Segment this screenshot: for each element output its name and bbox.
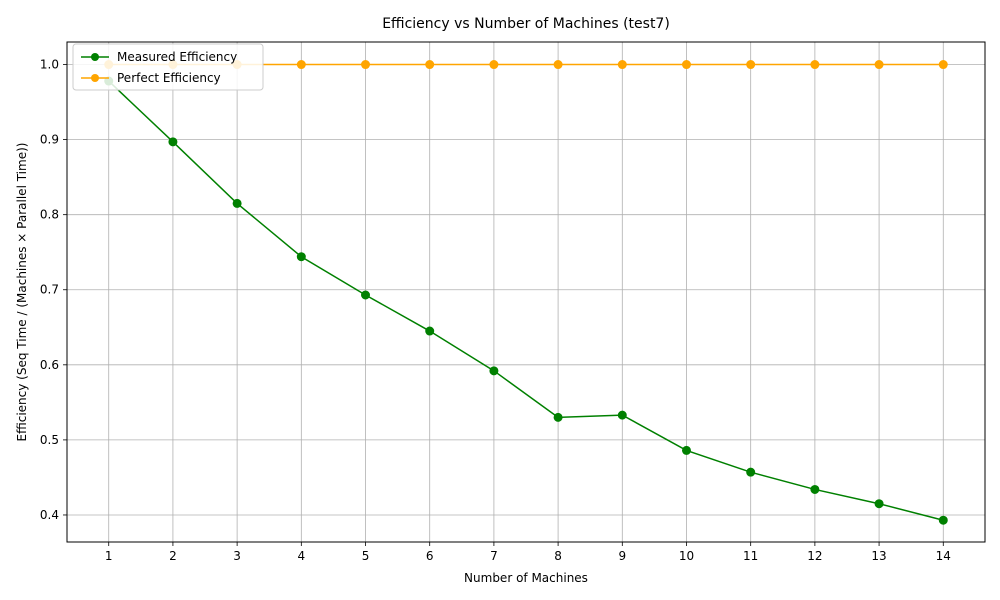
x-tick-label: 2 [169, 549, 177, 563]
series-line [108, 80, 944, 521]
legend-box [72, 43, 264, 91]
x-tick-label: 3 [233, 549, 241, 563]
y-tick-label: 0.4 [40, 508, 59, 522]
data-point [489, 60, 499, 70]
legend-swatch-marker [91, 53, 99, 61]
x-tick-label: 13 [871, 549, 886, 563]
x-axis-label: Number of Machines [464, 571, 588, 585]
data-point [681, 445, 691, 455]
data-point [296, 252, 306, 262]
x-tick-label: 7 [490, 549, 498, 563]
data-point [746, 60, 756, 70]
data-point [617, 60, 627, 70]
x-tick-label: 9 [618, 549, 626, 563]
x-tick-label: 11 [743, 549, 758, 563]
x-tick-label: 1 [105, 549, 113, 563]
data-point [938, 60, 948, 70]
legend: Measured Efficiency Perfect Efficiency [72, 43, 264, 91]
tick-layer: 1 2 3 4 5 6 7 8 9 10 11 12 13 140.40.50.60.70.80.91.0 [40, 58, 951, 563]
x-tick-label: 6 [426, 549, 434, 563]
y-tick-label: 0.5 [40, 433, 59, 447]
data-point [810, 484, 820, 494]
x-tick-label: 5 [362, 549, 370, 563]
data-point [553, 60, 563, 70]
legend-label: Measured Efficiency [117, 50, 237, 64]
data-point [361, 60, 371, 70]
data-point [874, 499, 884, 509]
y-tick-label: 0.8 [40, 208, 59, 222]
data-point [617, 410, 627, 420]
data-point [681, 60, 691, 70]
series-measured-efficiency [104, 76, 948, 525]
data-point [168, 137, 178, 147]
y-tick-label: 0.9 [40, 133, 59, 147]
chart-title: Efficiency vs Number of Machines (test7) [382, 16, 670, 32]
x-tick-label: 8 [554, 549, 562, 563]
legend-label: Perfect Efficiency [117, 71, 221, 85]
grid-layer [67, 42, 985, 542]
x-tick-label: 4 [297, 549, 305, 563]
data-point [553, 412, 563, 422]
legend-swatch-marker [91, 74, 99, 82]
data-point [361, 290, 371, 300]
y-axis-label: Efficiency (Seq Time / (Machines × Paral… [15, 143, 29, 442]
y-tick-label: 1.0 [40, 58, 59, 72]
data-point [296, 60, 306, 70]
data-point [810, 60, 820, 70]
x-tick-label: 10 [679, 549, 694, 563]
data-point [232, 198, 242, 208]
plot-frame [66, 41, 986, 543]
data-point [746, 467, 756, 477]
data-point [938, 515, 948, 525]
data-point [425, 326, 435, 336]
data-point [425, 60, 435, 70]
x-tick-label: 12 [807, 549, 822, 563]
data-point [874, 60, 884, 70]
data-point [489, 366, 499, 376]
y-tick-label: 0.7 [40, 283, 59, 297]
y-tick-label: 0.6 [40, 358, 59, 372]
x-tick-label: 14 [936, 549, 951, 563]
